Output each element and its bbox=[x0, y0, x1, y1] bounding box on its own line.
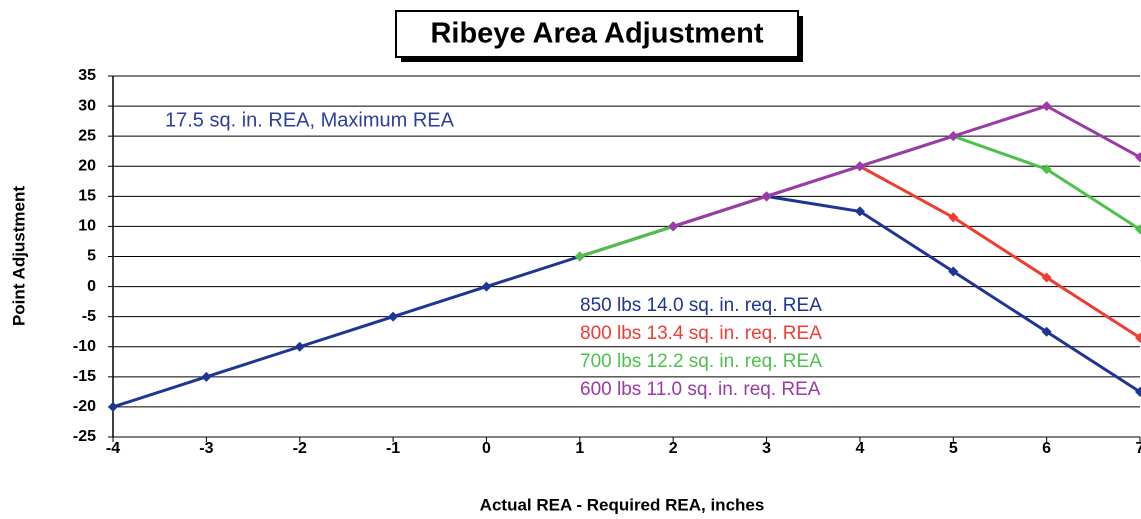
marker bbox=[1135, 224, 1141, 235]
marker bbox=[948, 266, 959, 277]
marker bbox=[761, 191, 772, 202]
y-axis-label: Point Adjustment bbox=[9, 186, 28, 326]
x-tick-label: -1 bbox=[386, 440, 400, 457]
marker bbox=[481, 281, 492, 292]
x-tick-label: 0 bbox=[482, 440, 491, 457]
title-box bbox=[395, 10, 799, 58]
y-tick-label: 30 bbox=[78, 97, 96, 114]
legend-entry: 600 lbs 11.0 sq. in. req. REA bbox=[580, 379, 821, 400]
legend-entry: 800 lbs 13.4 sq. in. req. REA bbox=[580, 323, 822, 344]
x-tick-label: 1 bbox=[575, 440, 584, 457]
y-tick-label: 20 bbox=[78, 157, 96, 174]
y-tick-label: -20 bbox=[73, 398, 96, 415]
y-tick-label: 5 bbox=[87, 248, 96, 265]
marker bbox=[388, 311, 399, 322]
marker bbox=[108, 401, 118, 412]
marker bbox=[201, 371, 212, 382]
y-tick-label: -5 bbox=[82, 308, 96, 325]
marker bbox=[948, 212, 959, 223]
x-tick-label: 2 bbox=[669, 440, 678, 457]
y-tick-label: -15 bbox=[73, 368, 96, 385]
marker bbox=[1041, 272, 1052, 283]
x-tick-label: 7 bbox=[1136, 440, 1141, 457]
y-tick-label: 35 bbox=[78, 67, 96, 84]
marker bbox=[948, 131, 959, 142]
marker bbox=[1135, 386, 1141, 397]
chart-title: Ribeye Area Adjustment bbox=[430, 18, 763, 50]
y-tick-label: -25 bbox=[73, 428, 96, 445]
legend-entry: 850 lbs 14.0 sq. in. req. REA bbox=[580, 295, 822, 316]
y-tick-label: 15 bbox=[78, 188, 96, 205]
legend-entry: 700 lbs 12.2 sq. in. req. REA bbox=[580, 351, 822, 372]
marker bbox=[294, 341, 305, 352]
marker bbox=[1135, 332, 1141, 343]
series-line bbox=[672, 104, 1141, 228]
x-tick-label: 3 bbox=[762, 440, 771, 457]
marker bbox=[1041, 164, 1052, 175]
marker bbox=[854, 206, 865, 217]
marker bbox=[668, 221, 679, 232]
y-tick-label: 25 bbox=[78, 127, 96, 144]
x-tick-label: 4 bbox=[855, 440, 864, 457]
marker bbox=[1041, 326, 1052, 337]
y-tick-label: 0 bbox=[87, 278, 96, 295]
x-tick-label: -2 bbox=[293, 440, 307, 457]
y-tick-label: 10 bbox=[78, 218, 96, 235]
marker bbox=[574, 251, 585, 262]
marker bbox=[1135, 152, 1141, 163]
x-tick-label: -4 bbox=[106, 440, 120, 457]
y-tick-label: -10 bbox=[73, 338, 96, 355]
x-tick-label: 5 bbox=[949, 440, 958, 457]
x-axis-label: Actual REA - Required REA, inches bbox=[480, 495, 765, 514]
annotation: 17.5 sq. in. REA, Maximum REA bbox=[165, 109, 455, 131]
x-tick-label: -3 bbox=[199, 440, 213, 457]
marker bbox=[1041, 101, 1052, 112]
marker bbox=[854, 161, 865, 172]
x-tick-label: 6 bbox=[1042, 440, 1051, 457]
